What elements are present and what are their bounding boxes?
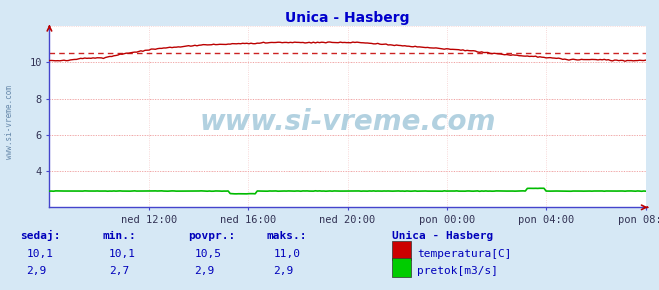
Text: 2,9: 2,9 xyxy=(194,266,215,276)
Text: 11,0: 11,0 xyxy=(273,249,301,259)
Text: www.si-vreme.com: www.si-vreme.com xyxy=(5,85,14,159)
Text: 2,9: 2,9 xyxy=(273,266,294,276)
Text: pretok[m3/s]: pretok[m3/s] xyxy=(417,266,498,276)
Text: 10,1: 10,1 xyxy=(26,249,53,259)
Text: povpr.:: povpr.: xyxy=(188,231,235,241)
Text: www.si-vreme.com: www.si-vreme.com xyxy=(200,108,496,136)
Text: 10,1: 10,1 xyxy=(109,249,136,259)
Text: maks.:: maks.: xyxy=(267,231,307,241)
Text: temperatura[C]: temperatura[C] xyxy=(417,249,511,259)
Text: 2,7: 2,7 xyxy=(109,266,129,276)
Text: sedaj:: sedaj: xyxy=(20,230,60,241)
Text: Unica - Hasberg: Unica - Hasberg xyxy=(392,231,494,241)
Title: Unica - Hasberg: Unica - Hasberg xyxy=(285,11,410,25)
Text: min.:: min.: xyxy=(102,231,136,241)
Text: 2,9: 2,9 xyxy=(26,266,47,276)
Text: 10,5: 10,5 xyxy=(194,249,221,259)
